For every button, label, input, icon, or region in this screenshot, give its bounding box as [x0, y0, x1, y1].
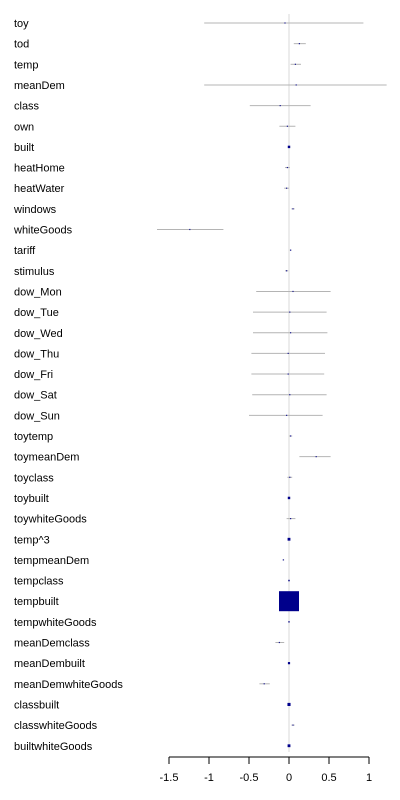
row-label: tod — [14, 39, 29, 51]
row-label: temp — [14, 59, 38, 71]
point-estimate — [287, 662, 291, 665]
point-estimates — [189, 22, 317, 748]
point-estimate — [287, 145, 291, 149]
point-estimate — [292, 208, 294, 210]
row-label: dow_Wed — [14, 328, 63, 340]
row-label: own — [14, 121, 34, 133]
row-label: dow_Thu — [14, 348, 59, 360]
point-estimate — [279, 591, 299, 612]
point-estimate — [287, 496, 291, 500]
point-estimate — [287, 702, 291, 706]
point-estimate — [263, 683, 265, 685]
point-estimate — [292, 724, 294, 726]
x-tick-label: -0.5 — [240, 772, 259, 784]
point-estimate — [284, 22, 286, 24]
row-label: windows — [13, 204, 57, 216]
row-label: tempbuilt — [14, 596, 59, 608]
row-label: meanDemclass — [14, 638, 90, 650]
row-label: toyclass — [14, 472, 54, 484]
point-estimate — [288, 621, 290, 623]
row-label: toytemp — [14, 431, 53, 443]
row-label: classbuilt — [14, 699, 59, 711]
point-estimate — [294, 63, 296, 65]
row-label: toymeanDem — [14, 452, 79, 464]
point-estimate — [290, 332, 292, 334]
point-estimate — [288, 579, 290, 582]
point-estimate — [287, 352, 289, 354]
point-estimate — [290, 249, 292, 251]
point-estimate — [189, 228, 191, 231]
row-label: meanDemwhiteGoods — [14, 679, 123, 691]
row-label: built — [14, 142, 34, 154]
x-tick-label: 0.5 — [321, 772, 336, 784]
x-tick-label: 1 — [366, 772, 372, 784]
row-label: dow_Sun — [14, 410, 60, 422]
point-estimate — [287, 744, 291, 748]
point-estimate — [286, 187, 288, 189]
point-estimate — [287, 537, 291, 541]
point-estimate — [290, 518, 292, 520]
row-label: stimulus — [14, 266, 55, 278]
row-label: tempmeanDem — [14, 555, 89, 567]
point-estimate — [289, 394, 291, 396]
point-estimate — [289, 311, 291, 313]
row-label: temp^3 — [14, 534, 50, 546]
confidence-intervals — [157, 22, 387, 747]
row-labels: toytodtempmeanDemclassownbuiltheatHomehe… — [13, 18, 123, 753]
row-label: dow_Mon — [14, 286, 62, 298]
point-estimate — [286, 166, 288, 169]
row-label: toy — [14, 18, 29, 30]
row-label: builtwhiteGoods — [14, 741, 93, 753]
x-tick-label: -1 — [204, 772, 214, 784]
point-estimate — [278, 641, 280, 644]
x-tick-label: -1.5 — [160, 772, 179, 784]
row-label: tempclass — [14, 576, 64, 588]
point-estimate — [292, 290, 294, 293]
point-estimate — [290, 435, 292, 437]
row-label: heatHome — [14, 163, 65, 175]
x-tick-label: 0 — [286, 772, 292, 784]
row-label: heatWater — [14, 183, 65, 195]
row-label: dow_Tue — [14, 307, 59, 319]
row-label: toybuilt — [14, 493, 49, 505]
row-label: classwhiteGoods — [14, 720, 98, 732]
point-estimate — [286, 414, 288, 416]
point-estimate — [286, 270, 288, 272]
row-label: whiteGoods — [13, 225, 73, 237]
row-label: meanDem — [14, 80, 65, 92]
point-estimate — [287, 373, 289, 375]
row-label: dow_Fri — [14, 369, 53, 381]
point-estimate — [286, 125, 288, 127]
row-label: dow_Sat — [14, 390, 57, 402]
point-estimate — [295, 84, 297, 86]
x-axis: -1.5 -1 -0.5 0 0.5 1 — [160, 756, 372, 784]
point-estimate — [282, 559, 284, 561]
row-label: toywhiteGoods — [14, 514, 87, 526]
row-label: tempwhiteGoods — [14, 617, 97, 629]
point-estimate — [289, 476, 291, 478]
point-estimate — [315, 456, 317, 458]
row-label: meanDembuilt — [14, 658, 85, 670]
row-label: class — [14, 101, 40, 113]
row-label: tariff — [14, 245, 36, 257]
point-estimate — [279, 105, 281, 107]
point-estimate — [298, 43, 300, 45]
